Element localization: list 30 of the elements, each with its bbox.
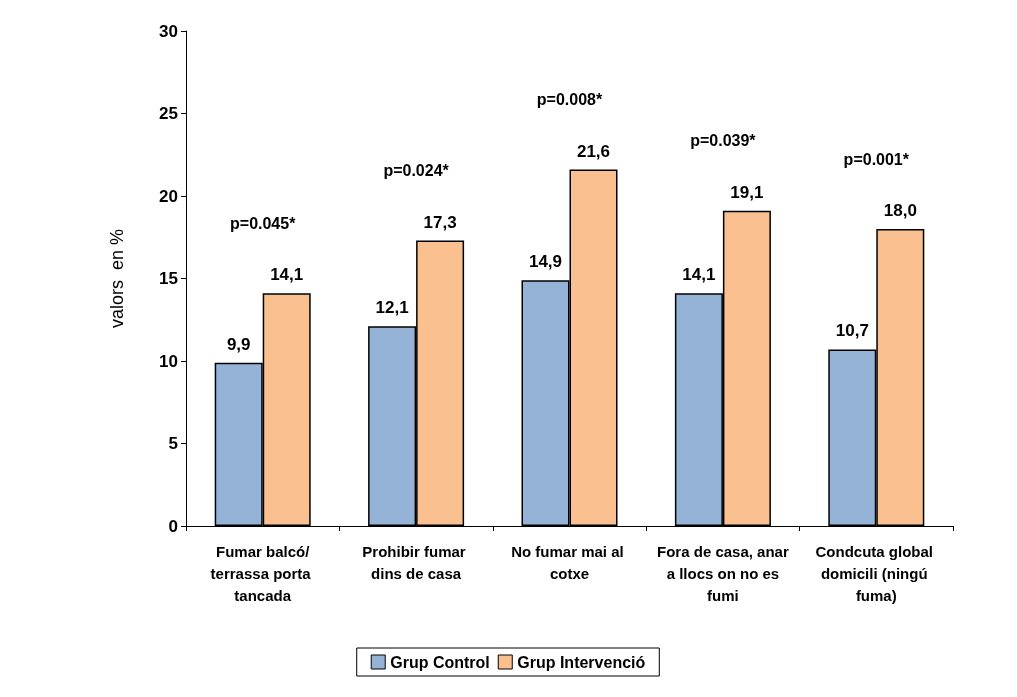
legend-label: Grup Intervenció: [517, 653, 646, 671]
annotation: p=0.039*: [690, 132, 757, 150]
x-tick-label: Prohibir fumar dins de casa: [362, 542, 470, 582]
y-tick-label: 15: [159, 269, 178, 288]
y-tick-label: 0: [168, 516, 178, 536]
data-label: 18,0: [883, 201, 917, 220]
y-axis-title: valors en %: [107, 228, 127, 329]
y-tick-label: 10: [159, 351, 178, 371]
x-tick-label: Condcuta global domicili (ningú fuma): [815, 542, 938, 604]
x-tick-label: Fumar balcó/terrassa porta tancada: [210, 542, 315, 604]
y-tick-label: 5: [168, 434, 178, 453]
y-tick-label: 25: [159, 104, 178, 123]
x-tick-label: No fumar mai al cotxe: [511, 542, 628, 582]
y-tick-label: 20: [159, 186, 178, 206]
data-label: 14,1: [270, 265, 304, 285]
annotation: p=0.024*: [383, 162, 450, 180]
annotation: p=0.008*: [536, 91, 603, 109]
annotation: p=0.045*: [230, 214, 297, 232]
data-label: 9,9: [226, 334, 251, 354]
y-tick-label: 30: [159, 21, 178, 41]
data-label: 10,7: [835, 321, 869, 341]
legend-label: Grup Control: [390, 653, 490, 671]
annotation: p=0.001*: [843, 150, 910, 168]
data-label: 14,9: [528, 252, 563, 272]
data-label: 14,1: [682, 265, 716, 285]
x-tick-label: Fora de casa, anar a llocs on no es fumi: [657, 542, 789, 604]
data-label: 21,6: [576, 141, 611, 161]
data-label: 19,1: [730, 182, 764, 202]
data-label: 12,1: [375, 298, 409, 318]
data-label: 17,3: [423, 212, 457, 232]
